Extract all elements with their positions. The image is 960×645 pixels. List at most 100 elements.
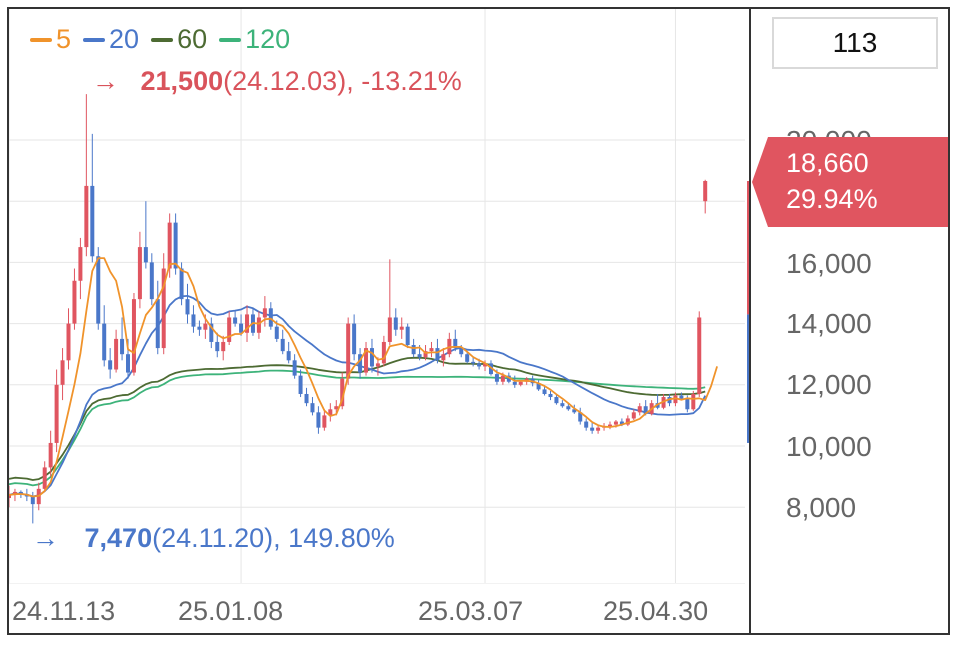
candle-body: [54, 384, 59, 443]
candle-body: [126, 354, 131, 373]
high-price-detail: (24.12.03), -13.21%: [223, 66, 462, 96]
legend-ma-60-swatch: [151, 37, 174, 42]
candle-body: [149, 262, 154, 300]
candle-body: [96, 256, 101, 324]
candle-body: [393, 317, 398, 330]
candle-body: [518, 381, 523, 385]
high-arrow-icon: →: [92, 66, 119, 96]
candle-body: [673, 395, 678, 404]
candle-body: [233, 317, 238, 324]
current-price-tag: 18,660 29.94%: [768, 137, 948, 227]
candle-body: [512, 381, 517, 385]
x-axis-band: [9, 584, 749, 633]
candle-body: [292, 360, 297, 376]
candle-body: [102, 323, 107, 361]
current-range-down: [747, 314, 750, 443]
current-range-up: [747, 181, 750, 315]
candle-body: [167, 222, 172, 269]
candle-body: [459, 348, 464, 355]
period-input[interactable]: 113: [772, 17, 938, 69]
x-tick-25-03-07: 25.03.07: [418, 596, 524, 626]
candle-body: [346, 323, 351, 379]
candle-body: [245, 314, 250, 333]
candle-body: [584, 421, 589, 428]
candle-body: [364, 348, 369, 373]
candle-body: [381, 341, 386, 364]
candle-body: [60, 360, 65, 385]
candle-body: [619, 421, 624, 425]
candle-body: [191, 314, 196, 327]
candle-body: [114, 338, 119, 370]
high-price: 21,500: [140, 66, 224, 96]
legend-ma-120-swatch: [219, 37, 242, 42]
candle-body: [197, 326, 202, 330]
legend-ma-5-label: 5: [56, 24, 72, 54]
candle-body: [268, 308, 273, 327]
ma-60-path: [8, 356, 706, 481]
candle-body: [137, 247, 142, 300]
y-tick-16000: 16,000: [786, 248, 872, 279]
y-tick-14000: 14,000: [786, 308, 872, 339]
candle-body: [298, 375, 303, 394]
legend-ma-20[interactable]: 20: [83, 24, 139, 55]
candle-body: [84, 185, 89, 248]
candle-body: [310, 403, 315, 413]
candle-body: [417, 354, 422, 358]
candle-body: [453, 338, 458, 349]
high-price-annotation: → 21,500(24.12.03), -13.21%: [92, 66, 462, 97]
ma-20-line: [8, 295, 707, 498]
y-tick-12000: 12,000: [786, 369, 872, 400]
legend-ma-5[interactable]: 5: [30, 24, 71, 55]
candle-body: [155, 299, 160, 349]
candle-body: [131, 299, 136, 373]
candle-body: [262, 308, 267, 318]
candle-body: [72, 280, 77, 324]
candle-body: [566, 406, 571, 410]
candle-body: [399, 326, 404, 330]
candle-body: [590, 427, 595, 431]
candle-body: [578, 412, 583, 422]
candle-body: [429, 348, 434, 352]
candle-body: [358, 354, 363, 373]
x-tick-25-01-08: 25.01.08: [178, 596, 284, 626]
legend-ma-60-label: 60: [177, 24, 208, 54]
candle-body: [340, 378, 345, 407]
candle-body: [369, 348, 374, 367]
current-change: 29.94%: [786, 184, 878, 214]
legend-ma-60[interactable]: 60: [151, 24, 207, 55]
candle-body: [554, 397, 559, 404]
candle-body: [90, 185, 95, 257]
candle-body: [24, 494, 29, 497]
candle-body: [465, 354, 470, 362]
legend-ma-5-swatch: [30, 37, 52, 42]
ma-5-path: [8, 257, 718, 498]
candle-body: [256, 317, 261, 333]
current-price: 18,660: [786, 148, 869, 178]
candle-body: [173, 222, 178, 269]
chart-frame: [7, 7, 950, 635]
candle-body: [494, 374, 499, 382]
candle-body: [542, 389, 547, 394]
candle-body: [304, 393, 309, 404]
ma-60-line: [8, 356, 706, 481]
ma-20-path: [8, 295, 707, 498]
candle-body: [483, 363, 488, 367]
candle-body: [286, 351, 291, 361]
candle-body: [411, 345, 416, 355]
candle-body: [500, 375, 505, 382]
candle-body: [375, 363, 380, 367]
low-price-detail: (24.11.20), 149.80%: [152, 523, 395, 553]
candle-body: [625, 418, 630, 425]
candle-body: [221, 341, 226, 352]
legend-ma-120[interactable]: 120: [219, 24, 290, 55]
candle-body: [280, 338, 285, 352]
candle-body: [7, 494, 11, 499]
candle-body: [120, 338, 125, 355]
current-price-tag-pointer: [752, 137, 768, 227]
candle-body: [423, 351, 428, 358]
candle-body: [316, 412, 321, 428]
candle-body: [185, 299, 190, 315]
candle-body: [328, 409, 333, 416]
candle-body: [209, 323, 214, 342]
